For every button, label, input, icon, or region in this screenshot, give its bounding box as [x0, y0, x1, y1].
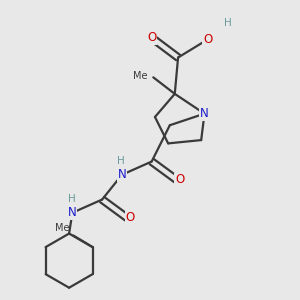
Text: N: N [118, 168, 126, 181]
Text: Me: Me [55, 223, 69, 233]
Text: H: H [68, 194, 76, 203]
Text: O: O [126, 211, 135, 224]
Text: N: N [68, 206, 77, 219]
Text: Me: Me [133, 71, 147, 81]
Text: O: O [203, 33, 212, 46]
Text: O: O [147, 31, 156, 44]
Text: N: N [200, 107, 209, 120]
Text: H: H [117, 155, 125, 166]
Text: H: H [224, 18, 232, 28]
Text: O: O [175, 173, 184, 186]
